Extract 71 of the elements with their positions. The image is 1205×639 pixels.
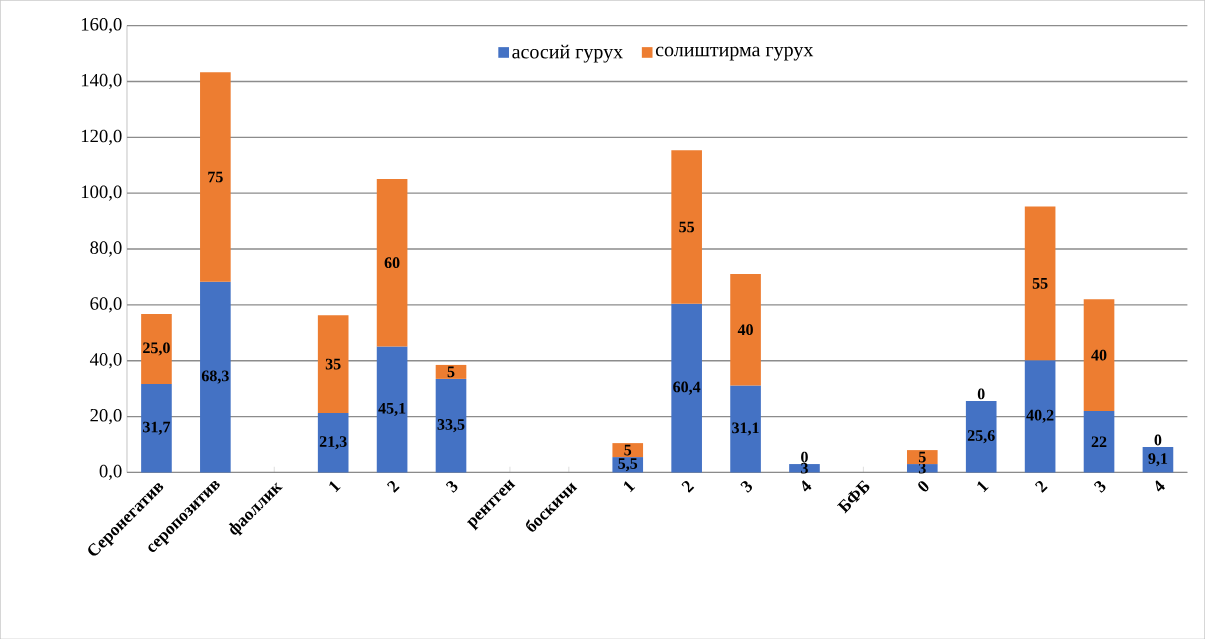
data-label: 5 [624, 444, 632, 456]
legend-label: солиштирма гурух [655, 46, 814, 61]
x-tick-label: 0 [918, 480, 929, 492]
y-tick-label: 80,0 [90, 241, 122, 257]
bar [141, 313, 172, 384]
data-label: 5 [918, 451, 926, 463]
bar [1024, 359, 1056, 473]
x-tick-label: 4 [802, 479, 812, 492]
data-label: 0 [977, 388, 985, 400]
x-tick-label: 3 [445, 480, 458, 493]
bar [376, 178, 408, 347]
bar [435, 364, 467, 379]
y-tick-label: 100,0 [81, 185, 122, 201]
bar [317, 314, 349, 413]
bar [200, 72, 231, 282]
data-label: 21,3 [319, 435, 347, 450]
data-label: 40,2 [1026, 409, 1054, 423]
x-tick-label: 2 [387, 480, 400, 493]
data-label: 0 [1154, 434, 1162, 446]
bar [671, 303, 702, 473]
data-label: 31,1 [732, 422, 759, 436]
x-tick-label: 1 [329, 480, 341, 493]
x-tick-label: 2 [1035, 480, 1048, 493]
bar [1024, 206, 1056, 360]
y-tick-label: 40,0 [89, 352, 122, 369]
data-label: 5 [447, 366, 455, 377]
x-tick-label: 1 [623, 480, 636, 493]
x-tick-label: 4 [1155, 479, 1165, 492]
data-label: 45,1 [378, 402, 406, 416]
bar [317, 412, 349, 473]
bar [965, 400, 997, 473]
data-label: 55 [1032, 277, 1048, 289]
x-tick-label: 3 [1093, 480, 1106, 493]
legend-label: асосий гурух [512, 44, 623, 63]
bar [671, 149, 702, 304]
data-label: 0 [801, 451, 808, 463]
data-label: 25,0 [143, 342, 170, 356]
data-label: 75 [208, 171, 223, 183]
bar [435, 378, 467, 473]
bar [906, 449, 938, 464]
bar [376, 346, 408, 473]
data-label: 9,1 [1148, 452, 1168, 467]
bar [612, 442, 644, 457]
data-label: 5,5 [618, 458, 638, 472]
bar [730, 385, 761, 473]
y-tick-label: 140,0 [81, 73, 122, 89]
bar [1083, 299, 1115, 411]
bar [1083, 410, 1115, 473]
x-tick-label: 1 [977, 480, 989, 493]
data-label: 22 [1091, 436, 1107, 447]
data-label: 60 [384, 257, 400, 268]
y-tick-label: 60,0 [90, 297, 122, 313]
x-tick-label: 3 [740, 480, 753, 493]
data-label: 40 [737, 324, 753, 335]
data-label: 25,6 [967, 429, 995, 443]
x-tick-label: 2 [681, 480, 695, 493]
data-label: 35 [325, 358, 341, 370]
y-tick-label: 120,0 [81, 129, 122, 145]
data-label: 31,7 [143, 421, 171, 435]
data-label: 3 [801, 462, 808, 474]
y-tick-label: 20,0 [90, 408, 122, 425]
data-label: 68,3 [201, 370, 229, 384]
data-label: 55 [679, 221, 695, 233]
data-label: 60,4 [673, 381, 701, 395]
data-label: 33,5 [437, 418, 465, 432]
data-label: 40 [1091, 349, 1107, 361]
bar [730, 273, 761, 386]
bar [200, 281, 231, 473]
bar [141, 383, 172, 473]
y-tick-label: 160,0 [81, 17, 122, 34]
y-tick-label: 0,0 [99, 464, 122, 480]
